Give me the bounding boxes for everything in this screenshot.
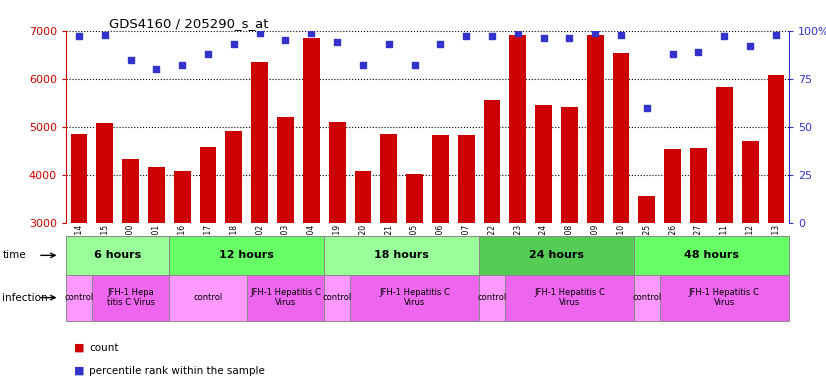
- Point: [640, 104, 653, 111]
- Text: 18 hours: 18 hours: [374, 250, 429, 260]
- Point: [330, 39, 344, 45]
- Bar: [70, 134, 88, 367]
- Text: percentile rank within the sample: percentile rank within the sample: [89, 366, 265, 376]
- Point: [279, 37, 292, 43]
- Point: [537, 35, 550, 41]
- Bar: [380, 134, 397, 367]
- Text: time: time: [2, 250, 26, 260]
- Point: [382, 41, 396, 47]
- Text: 48 hours: 48 hours: [684, 250, 739, 260]
- Point: [589, 30, 602, 36]
- Text: ■: ■: [74, 343, 85, 353]
- Bar: [638, 196, 655, 367]
- Point: [408, 62, 421, 68]
- Bar: [742, 141, 758, 367]
- Bar: [406, 174, 423, 367]
- Point: [227, 41, 240, 47]
- Bar: [225, 131, 242, 367]
- Point: [253, 30, 266, 36]
- Text: control: control: [322, 293, 352, 302]
- Text: 12 hours: 12 hours: [220, 250, 274, 260]
- Bar: [251, 63, 268, 367]
- Bar: [458, 136, 475, 367]
- Text: control: control: [477, 293, 506, 302]
- Bar: [561, 107, 578, 367]
- Text: control: control: [64, 293, 93, 302]
- Bar: [716, 88, 733, 367]
- Bar: [767, 75, 785, 367]
- Bar: [483, 100, 501, 367]
- Text: JFH-1 Hepatitis C
Virus: JFH-1 Hepatitis C Virus: [379, 288, 450, 307]
- Point: [486, 33, 499, 40]
- Point: [356, 62, 369, 68]
- Point: [459, 33, 472, 40]
- Bar: [510, 35, 526, 367]
- Point: [666, 51, 679, 57]
- Bar: [664, 149, 681, 367]
- Bar: [354, 171, 372, 367]
- Text: 24 hours: 24 hours: [529, 250, 584, 260]
- Point: [305, 30, 318, 36]
- Text: JFH-1 Hepatitis C
Virus: JFH-1 Hepatitis C Virus: [689, 288, 760, 307]
- Text: JFH-1 Hepatitis C
Virus: JFH-1 Hepatitis C Virus: [534, 288, 605, 307]
- Text: JFH-1 Hepa
titis C Virus: JFH-1 Hepa titis C Virus: [107, 288, 154, 307]
- Bar: [148, 167, 165, 367]
- Point: [563, 35, 576, 41]
- Point: [98, 31, 112, 38]
- Bar: [200, 147, 216, 367]
- Point: [124, 56, 137, 63]
- Bar: [277, 117, 294, 367]
- Point: [743, 43, 757, 49]
- Point: [692, 49, 705, 55]
- Point: [615, 31, 628, 38]
- Bar: [97, 123, 113, 367]
- Text: 6 hours: 6 hours: [94, 250, 141, 260]
- Point: [511, 30, 525, 36]
- Point: [718, 33, 731, 40]
- Point: [434, 41, 447, 47]
- Bar: [613, 53, 629, 367]
- Point: [202, 51, 215, 57]
- Point: [150, 66, 163, 72]
- Point: [176, 62, 189, 68]
- Text: JFH-1 Hepatitis C
Virus: JFH-1 Hepatitis C Virus: [250, 288, 321, 307]
- Bar: [122, 159, 139, 367]
- Point: [769, 31, 782, 38]
- Bar: [303, 38, 320, 367]
- Bar: [432, 136, 449, 367]
- Text: control: control: [632, 293, 662, 302]
- Text: GDS4160 / 205290_s_at: GDS4160 / 205290_s_at: [109, 17, 269, 30]
- Text: infection: infection: [2, 293, 48, 303]
- Bar: [173, 171, 191, 367]
- Bar: [586, 35, 604, 367]
- Bar: [535, 105, 552, 367]
- Bar: [329, 122, 345, 367]
- Text: ■: ■: [74, 366, 85, 376]
- Point: [73, 33, 86, 40]
- Text: control: control: [193, 293, 223, 302]
- Text: count: count: [89, 343, 119, 353]
- Bar: [690, 148, 707, 367]
